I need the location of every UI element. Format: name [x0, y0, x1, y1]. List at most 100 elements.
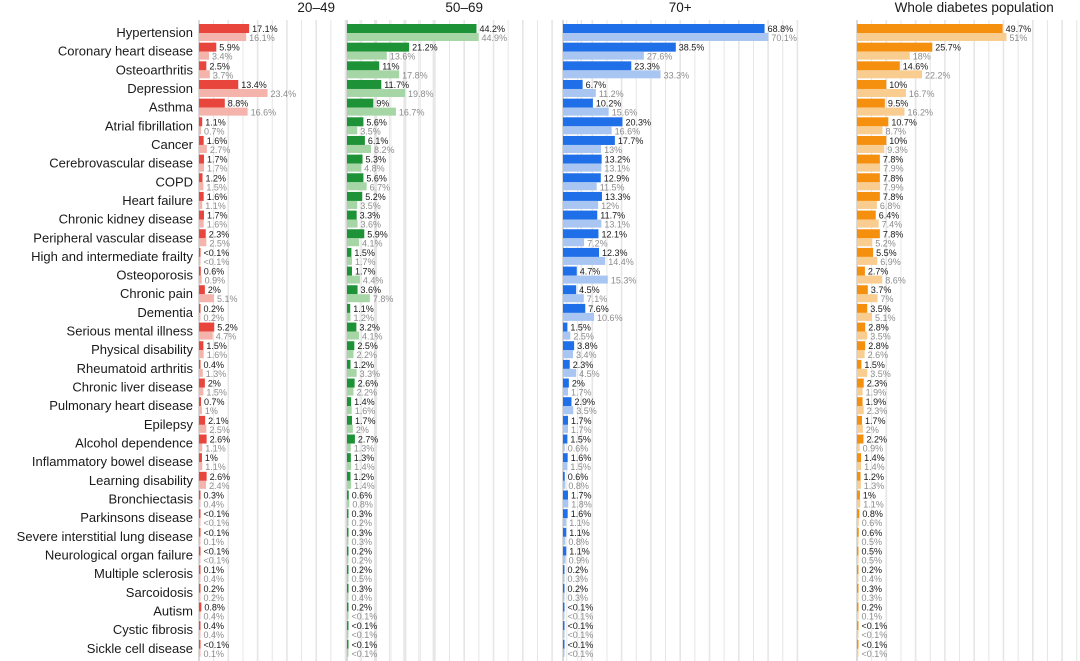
bar-dark	[563, 210, 598, 220]
bar-light	[857, 368, 868, 377]
bar-light	[563, 648, 565, 657]
condition-label: Osteoarthritis	[116, 62, 194, 77]
data-label-dark: 3.3%	[360, 211, 381, 221]
bar-light	[347, 144, 372, 153]
bar-light	[199, 462, 203, 471]
data-label-light: 9.3%	[887, 145, 908, 155]
data-label-dark: 0.6%	[204, 267, 225, 277]
data-label-light: <0.1%	[568, 611, 594, 621]
data-label-light: 13.1%	[604, 164, 630, 174]
bar-dark	[199, 527, 201, 537]
data-label-light: 1.3%	[206, 369, 227, 379]
bar-light	[199, 219, 204, 228]
data-label-dark: 68.8%	[768, 24, 794, 34]
data-label-light: 0.5%	[862, 537, 883, 547]
bar-dark	[199, 639, 201, 649]
bar-light	[563, 107, 609, 116]
data-label-dark: 2.6%	[358, 379, 379, 389]
data-label-dark: 1.7%	[571, 491, 592, 501]
data-label-light: 4.4%	[363, 276, 384, 286]
bar-dark	[347, 546, 349, 556]
bar-light	[199, 592, 201, 601]
data-label-dark: 4.7%	[580, 267, 601, 277]
bar-light	[347, 294, 370, 303]
bar-light	[199, 555, 201, 564]
data-label-light: 1.3%	[864, 481, 885, 491]
bar-light	[347, 331, 360, 340]
bar-light	[199, 406, 202, 415]
data-label-dark: 0.8%	[862, 509, 883, 519]
bar-dark	[347, 527, 349, 537]
data-label-light: 1.5%	[206, 388, 227, 398]
bar-light	[347, 555, 349, 564]
bar-light	[199, 51, 209, 60]
bar-dark	[347, 79, 382, 89]
data-label-dark: <0.1%	[352, 640, 378, 650]
bar-light	[857, 256, 878, 265]
data-label-dark: 25.7%	[935, 43, 961, 53]
bar-light	[563, 238, 585, 247]
bar-light	[199, 182, 204, 191]
bar-dark	[199, 24, 250, 33]
bar-light	[857, 238, 873, 247]
bar-light	[347, 443, 351, 452]
data-label-dark: 1.5%	[206, 341, 227, 351]
bar-dark	[857, 527, 859, 537]
bar-dark	[563, 378, 569, 388]
bar-light	[199, 331, 213, 340]
bar-dark	[857, 285, 868, 295]
data-label-dark: 5.3%	[366, 155, 387, 165]
condition-label: Rheumatoid arthritis	[77, 361, 194, 376]
bar-light	[347, 238, 360, 247]
data-label-dark: 1.6%	[571, 509, 592, 519]
bar-dark	[857, 247, 874, 257]
bar-light	[563, 88, 596, 97]
data-label-light: 5.1%	[217, 294, 238, 304]
data-label-dark: 13.4%	[241, 80, 267, 90]
data-label-light: 1.5%	[570, 462, 591, 472]
data-label-dark: 13.2%	[605, 155, 631, 165]
data-label-dark: 0.2%	[568, 565, 589, 575]
bar-light	[857, 630, 859, 639]
bar-light	[563, 126, 612, 135]
bar-dark	[857, 322, 866, 332]
data-label-light: 1.1%	[205, 444, 226, 454]
data-label-dark: 7.6%	[588, 304, 609, 314]
bar-light	[857, 518, 859, 527]
bar-dark	[857, 229, 880, 239]
bar-dark	[347, 285, 358, 295]
data-label-dark: 38.5%	[679, 43, 705, 53]
data-label-light: 0.9%	[863, 444, 884, 454]
bar-light	[199, 443, 203, 452]
data-label-light: 6.8%	[880, 201, 901, 211]
data-label-light: 5.2%	[875, 238, 896, 248]
data-label-light: 0.8%	[352, 500, 373, 510]
bar-light	[563, 518, 567, 527]
data-label-dark: 1.6%	[571, 453, 592, 463]
bar-light	[347, 33, 479, 41]
bar-dark	[199, 135, 204, 145]
bar-dark	[563, 471, 565, 481]
bar-dark	[199, 359, 201, 369]
data-label-dark: <0.1%	[862, 621, 888, 631]
bar-dark	[347, 471, 351, 481]
bar-light	[199, 350, 204, 359]
bar-light	[857, 107, 905, 116]
data-label-dark: 1.4%	[864, 453, 885, 463]
data-label-light: 0.8%	[568, 537, 589, 547]
data-label-dark: <0.1%	[204, 248, 230, 258]
bar-light	[199, 480, 207, 489]
bar-light	[857, 163, 881, 172]
bar-dark	[857, 24, 1003, 33]
bar-light	[347, 480, 352, 489]
bar-light	[199, 256, 201, 265]
bar-dark	[347, 397, 352, 407]
label-layer: Hypertension Coronary heart disease Osteoa…	[17, 0, 1054, 659]
bar-light	[563, 51, 644, 60]
data-label-dark: 0.2%	[204, 304, 225, 314]
bar-light	[347, 107, 396, 116]
data-label-light: 7.4%	[882, 220, 903, 230]
data-label-dark: 7.8%	[883, 192, 904, 202]
data-label-light: 3.4%	[576, 350, 597, 360]
bar-light	[857, 592, 859, 601]
